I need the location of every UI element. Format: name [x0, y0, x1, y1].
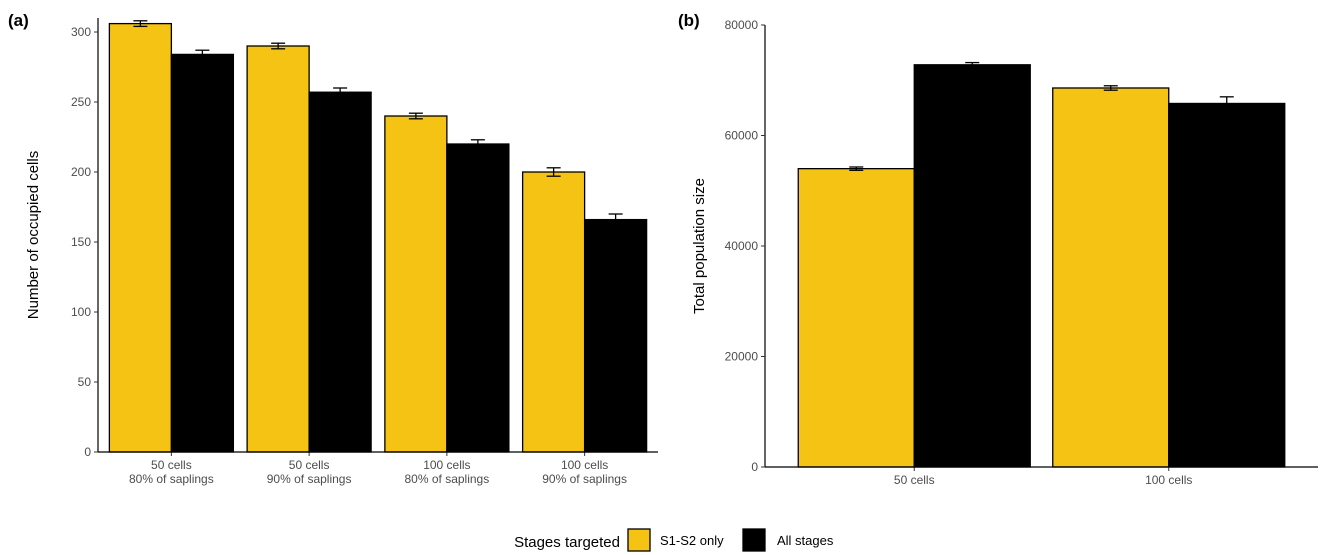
bar-all-stages-0	[170, 53, 235, 453]
y-tick-label-2: 100	[71, 305, 91, 319]
y-tick-label-3: 60000	[725, 129, 759, 143]
legend-label-s1-s2: S1-S2 only	[660, 533, 724, 548]
x-tick-label-1-1: 90% of saplings	[267, 472, 352, 486]
bar-all-stages-0	[913, 64, 1031, 468]
y-tick-label-4: 200	[71, 165, 91, 179]
y-axis-title: Number of occupied cells	[25, 151, 42, 319]
x-tick-label-0-0: 50 cells	[151, 458, 192, 472]
y-tick-label-5: 250	[71, 95, 91, 109]
x-tick-label-2-0: 100 cells	[423, 458, 470, 472]
bar-all-stages-3	[583, 218, 648, 453]
legend-label-all-stages: All stages	[777, 533, 834, 548]
bar-s1-s2-0	[108, 22, 173, 453]
bar-all-stages-1	[308, 91, 372, 453]
bar-s1-s2-3	[521, 171, 586, 453]
y-tick-label-1: 50	[78, 375, 92, 389]
legend-swatch-all-stages	[742, 528, 766, 552]
bar-s1-s2-1	[246, 45, 310, 453]
x-tick-label-1-0: 50 cells	[289, 458, 330, 472]
x-tick-label-0-1: 80% of saplings	[129, 472, 214, 486]
x-tick-label-3-0: 100 cells	[561, 458, 608, 472]
bar-s1-s2-0	[797, 167, 915, 468]
panel-b-label: (b)	[678, 11, 700, 30]
x-tick-label-2-1: 80% of saplings	[405, 472, 490, 486]
bar-s1-s2-1	[1052, 87, 1170, 468]
y-tick-label-1: 20000	[725, 350, 759, 364]
x-tick-label-1-0: 100 cells	[1145, 473, 1192, 487]
legend-title: Stages targeted	[514, 534, 620, 551]
panel-a-label: (a)	[8, 11, 29, 30]
bar-s1-s2-2	[384, 115, 448, 453]
bar-all-stages-2	[446, 143, 510, 453]
panel-b: (b) 50 cells 100 cells 0 20000 40000 60000 800…	[678, 11, 1318, 487]
y-tick-label-2: 40000	[725, 239, 759, 253]
y-tick-label-3: 150	[71, 235, 91, 249]
y-tick-label-0: 0	[84, 445, 91, 459]
x-tick-label-3-1: 90% of saplings	[542, 472, 627, 486]
legend: Stages targeted S1-S2 only All stages	[514, 528, 834, 552]
legend-swatch-s1-s2	[627, 528, 651, 552]
y-tick-label-0: 0	[751, 460, 758, 474]
y-tick-label-4: 80000	[725, 18, 759, 32]
x-tick-label-0-0: 50 cells	[894, 473, 935, 487]
y-tick-label-6: 300	[71, 25, 91, 39]
y-axis-title: Total population size	[691, 178, 708, 314]
bar-all-stages-1	[1168, 102, 1286, 468]
